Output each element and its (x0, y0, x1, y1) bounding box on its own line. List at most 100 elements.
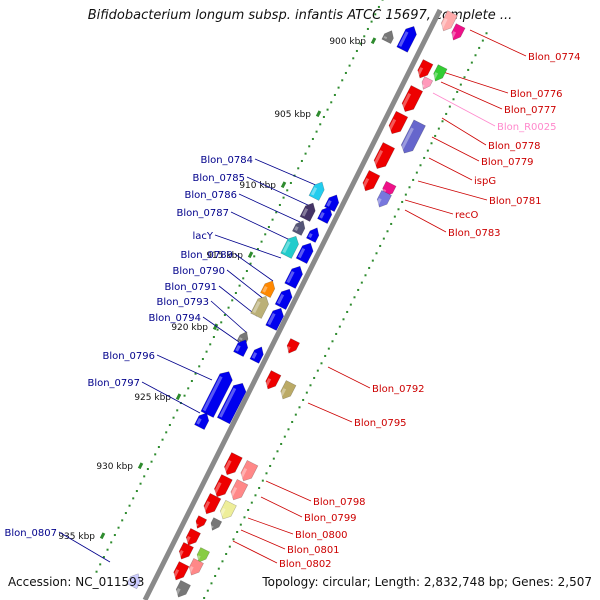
gene-grey-bottom[interactable] (173, 579, 191, 599)
tick-dot (212, 336, 215, 339)
gene-blon-0802c[interactable] (186, 557, 204, 577)
gene-label-blon-0789[interactable]: Blon_0789 (180, 250, 233, 261)
tick-dot (309, 384, 312, 387)
gene-label-blon-0781[interactable]: Blon_0781 (489, 196, 542, 207)
gene-label-blon-0792[interactable]: Blon_0792 (372, 384, 425, 395)
gene-label-blon-0798[interactable]: Blon_0798 (313, 497, 366, 508)
gene-blon-0777[interactable] (431, 64, 448, 84)
gene-blon-0787[interactable] (280, 233, 302, 259)
tick-dot (338, 325, 341, 328)
gene-blon-0790b[interactable] (274, 286, 295, 311)
gene-grey[interactable] (381, 28, 396, 45)
gene-blon-0785[interactable] (299, 200, 318, 222)
gene-label-blon-0791[interactable]: Blon_0791 (164, 282, 217, 293)
gene-label-blon-0784[interactable]: Blon_0784 (200, 155, 253, 166)
tick-dot (377, 5, 380, 8)
gene-blon-0778[interactable] (399, 85, 424, 114)
gene-blon-0784b[interactable] (324, 192, 341, 213)
gene-blon-0789[interactable] (284, 263, 306, 289)
gene-blon-0800a[interactable] (201, 492, 222, 516)
gene-blon-0802a[interactable] (183, 527, 201, 547)
gene-label-blon-r0025[interactable]: Blon_R0025 (497, 122, 557, 133)
tick-dot (397, 208, 400, 211)
gene-top-blue[interactable] (396, 24, 419, 53)
tick-dot (320, 362, 323, 365)
gene-label-blon-0796[interactable]: Blon_0796 (102, 351, 155, 362)
gene-blon-0781[interactable] (371, 142, 396, 171)
gene-label-blon-0795[interactable]: Blon_0795 (354, 418, 407, 429)
gene-label-reco[interactable]: recO (455, 210, 479, 221)
gene-blon-0785b[interactable] (317, 204, 334, 225)
gene-label-ispg[interactable]: ispG (474, 176, 496, 187)
gene-blon-0797b[interactable] (194, 410, 211, 431)
gene-label-blon-0794[interactable]: Blon_0794 (148, 313, 201, 324)
gene-blon-0799[interactable] (228, 478, 249, 502)
tick-dot (348, 64, 351, 67)
gene-label-blon-0807[interactable]: Blon_0807 (4, 528, 57, 539)
gene-label-blon-0797[interactable]: Blon_0797 (87, 378, 140, 389)
gene-blon-0795a[interactable] (263, 370, 282, 391)
gene-ispg[interactable] (398, 119, 426, 156)
gene-blon-0799a[interactable] (212, 474, 233, 499)
gene-blon-0802b[interactable] (176, 541, 194, 561)
gene-blon-0774b[interactable] (449, 23, 466, 43)
gene-blon-0774[interactable] (439, 10, 458, 34)
gene-blon-0786[interactable] (291, 218, 307, 236)
gene-blon-0800[interactable] (218, 499, 237, 521)
gene-blon-0795[interactable] (278, 380, 297, 401)
gene-blon-0794b[interactable] (233, 337, 250, 358)
gene-blon-0798[interactable] (238, 459, 259, 483)
gene-recO[interactable] (360, 169, 381, 193)
tick-mark (212, 323, 219, 331)
gene-blon-0786b[interactable] (305, 225, 321, 243)
gene-label-blon-0802[interactable]: Blon_0802 (279, 559, 332, 570)
tick-dot (415, 171, 418, 174)
gene-blon-0776[interactable] (415, 59, 434, 80)
gene-label-blon-0774[interactable]: Blon_0774 (528, 52, 581, 63)
gene-blon-0784[interactable] (308, 179, 327, 201)
gene-features[interactable] (126, 10, 466, 600)
tick-dot (278, 203, 281, 206)
gene-blon-0802d[interactable] (171, 561, 190, 582)
gene-blon-0790[interactable] (260, 278, 277, 299)
gene-blon-0802[interactable] (194, 547, 211, 564)
tick-dot (187, 387, 190, 390)
leader-line (247, 517, 294, 535)
gene-label-blon-0785[interactable]: Blon_0785 (192, 173, 245, 184)
gene-label-blon-0778[interactable]: Blon_0778 (488, 141, 541, 152)
gene-label-blon-0793[interactable]: Blon_0793 (156, 297, 209, 308)
gene-blon-0779[interactable] (386, 110, 409, 137)
gene-blon-0783[interactable] (374, 189, 392, 209)
gene-blon-r0025[interactable] (419, 76, 434, 92)
gene-blon-0791[interactable] (250, 293, 272, 319)
gene-blon-0801[interactable] (208, 517, 223, 533)
gene-label-blon-0790[interactable]: Blon_0790 (172, 266, 225, 277)
label-leader-lines (58, 29, 527, 564)
gene-label-blon-0777[interactable]: Blon_0777 (504, 105, 557, 116)
gene-label-blon-0801[interactable]: Blon_0801 (287, 545, 340, 556)
gene-blon-0794c[interactable] (249, 345, 266, 364)
gene-blon-0807[interactable] (126, 571, 143, 590)
gene-label-blon-0799[interactable]: Blon_0799 (304, 513, 357, 524)
gene-label-blon-0800[interactable]: Blon_0800 (295, 530, 348, 541)
gene-label-blon-0776[interactable]: Blon_0776 (510, 89, 563, 100)
tick-label: 920 kbp (171, 323, 208, 333)
leader-line (469, 29, 527, 57)
gene-blon-0793[interactable] (265, 305, 287, 331)
gene-label-blon-0786[interactable]: Blon_0786 (184, 190, 237, 201)
gene-blon-0796[interactable] (200, 368, 235, 418)
tick-dot (474, 54, 477, 57)
gene-lacy[interactable] (295, 240, 316, 265)
gene-blon-0801b[interactable] (193, 515, 208, 531)
gene-label-lacy[interactable]: lacY (192, 231, 213, 242)
gene-blon-0798a[interactable] (222, 452, 243, 477)
gene-label-blon-0783[interactable]: Blon_0783 (448, 228, 501, 239)
gene-label-blon-0779[interactable]: Blon_0779 (481, 157, 534, 168)
gene-label-blon-0787[interactable]: Blon_0787 (176, 208, 229, 219)
tick-dot (286, 189, 289, 192)
gene-blon-0792[interactable] (284, 338, 301, 355)
tick-dot (106, 548, 109, 551)
gene-blon-0797[interactable] (216, 380, 249, 425)
